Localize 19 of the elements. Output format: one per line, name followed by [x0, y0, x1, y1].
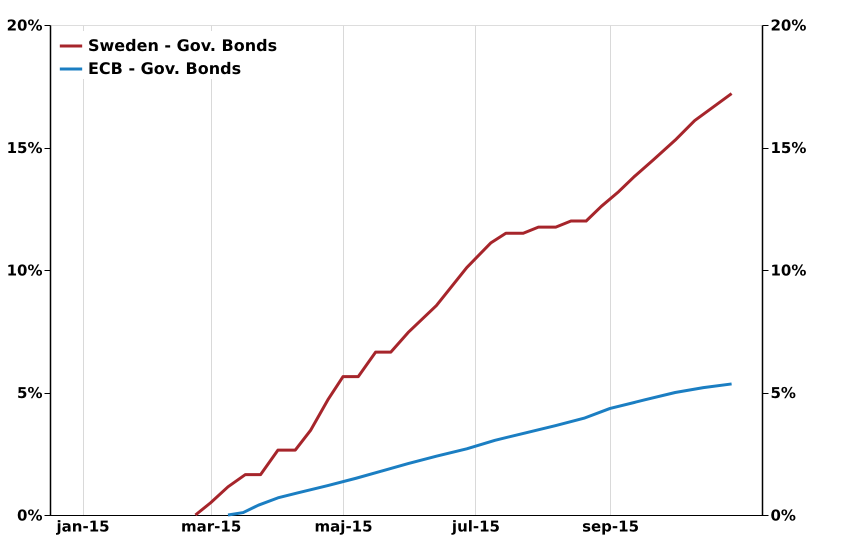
x-tick-label: maj-15 [314, 518, 373, 536]
y2-tick-label: 10% [770, 262, 806, 280]
legend-label: ECB - Gov. Bonds [88, 59, 242, 78]
y-tick-label: 10% [6, 262, 42, 280]
y-tick-label: 5% [17, 384, 42, 402]
x-tick-label: mar-15 [181, 518, 242, 536]
y-tick-label: 15% [6, 139, 42, 157]
line-series [226, 382, 734, 516]
x-tick-label: jul-15 [450, 518, 500, 536]
x-tick-label: sep-15 [582, 518, 640, 536]
y2-tick-label: 20% [770, 16, 806, 34]
line-series [194, 92, 734, 516]
x-tick-label: jan-15 [56, 518, 110, 536]
y-tick-label: 0% [17, 506, 42, 524]
y2-tick-label: 5% [770, 384, 796, 402]
y-tick-label: 20% [6, 16, 42, 34]
legend-label: Sweden - Gov. Bonds [88, 36, 278, 55]
y2-tick-label: 0% [770, 506, 796, 524]
y2-tick-label: 15% [770, 139, 806, 157]
